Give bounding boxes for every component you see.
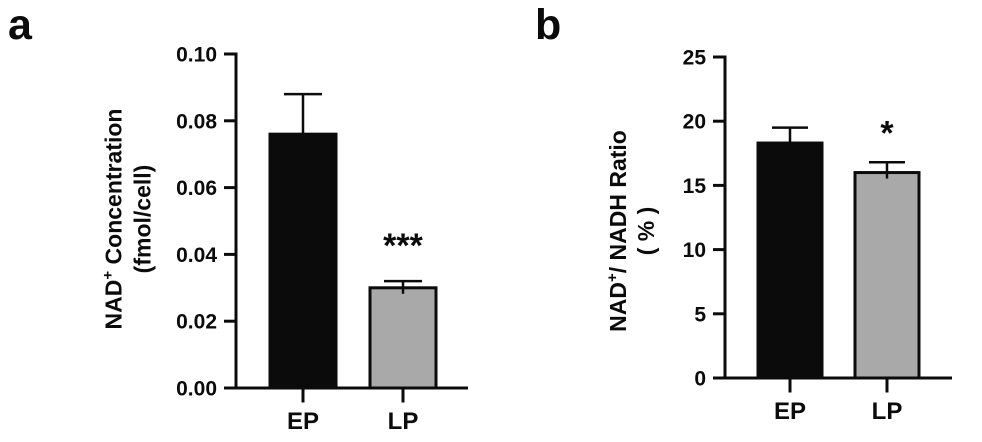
bar-ep (756, 141, 824, 380)
panel-b: b 0 5 10 15 20 25 EP LP * NAD+/ NADH Ratio( % ) (491, 0, 982, 442)
panel-b-bar-chart: 0 5 10 15 20 25 EP LP * NAD+/ NADH Ratio( % ) (604, 47, 952, 425)
bar-lp (368, 286, 438, 390)
significance-label: * (880, 114, 894, 152)
y-axis-label: NAD+/ NADH Ratio( % ) (604, 130, 659, 332)
y-axis-label: NAD+ Concentration (fmol/cell) (100, 109, 156, 330)
bar-lp (853, 171, 921, 380)
panel-a-letter: a (8, 1, 32, 49)
y-tick-label: 0.10 (176, 44, 217, 67)
category-label-lp: LP (872, 398, 903, 425)
y-tick-label: 10 (683, 239, 706, 262)
y-tick-label: 20 (683, 111, 706, 134)
category-label-lp: LP (388, 408, 419, 435)
panel-b-letter: b (535, 1, 562, 49)
category-label-ep: EP (774, 398, 806, 425)
y-tick-label: 0.02 (176, 311, 217, 334)
y-tick-label: 5 (694, 303, 706, 326)
y-tick-label: 0.00 (176, 378, 217, 401)
significance-label: *** (383, 227, 423, 265)
y-tick-label: 0.06 (176, 177, 217, 200)
y-tick-label: 0 (694, 368, 706, 391)
bar-ep (268, 132, 338, 390)
y-tick-label: 0.04 (176, 244, 217, 267)
panel-a: a 0.00 0.02 0.04 0.06 0.08 0.10 EP LP *** NAD+ Co… (8, 1, 468, 435)
category-label-ep: EP (287, 408, 319, 435)
y-tick-label: 0.08 (176, 110, 217, 133)
y-tick-label: 15 (683, 175, 707, 198)
panel-a-bar-chart: 0.00 0.02 0.04 0.06 0.08 0.10 EP LP *** NAD+ Conc… (100, 44, 468, 435)
y-tick-label: 25 (683, 47, 707, 70)
